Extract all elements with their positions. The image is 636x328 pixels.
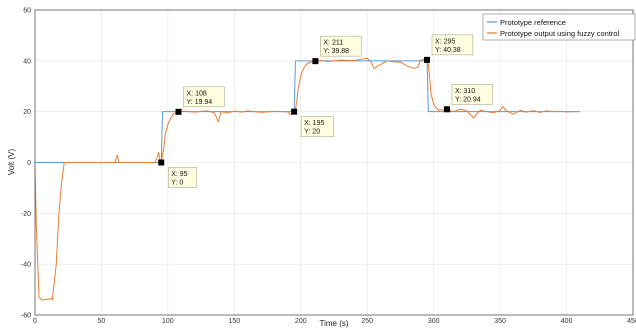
legend-label-output: Prototype output using fuzzy control xyxy=(500,29,620,38)
datatip-y-label: Y: 20.94 xyxy=(455,96,481,103)
datatip-x-label: X: 108 xyxy=(187,90,207,97)
series-line-output xyxy=(34,57,578,301)
datatip-y-label: Y: 0 xyxy=(171,180,183,187)
y-tick-label: -20 xyxy=(21,211,31,218)
datatip-box xyxy=(167,167,197,188)
x-tick-label: 50 xyxy=(98,318,106,325)
datatip-marker xyxy=(424,56,431,63)
datatip-box xyxy=(451,84,494,105)
x-tick-label: 0 xyxy=(33,318,37,325)
datatip-x-label: X: 211 xyxy=(323,40,343,47)
y-tick-label: -40 xyxy=(21,262,31,269)
datatip-marker xyxy=(312,58,319,65)
x-tick-label: 100 xyxy=(162,318,174,325)
x-axis-label: Time (s) xyxy=(319,319,348,328)
legend: Prototype reference Prototype output usi… xyxy=(482,13,636,41)
datatip-x-label: X: 295 xyxy=(435,38,455,45)
datatip-x-label: X: 195 xyxy=(304,120,324,127)
x-tick-label: 150 xyxy=(228,318,240,325)
series-line-reference xyxy=(35,60,580,163)
datatip-x-label: X: 310 xyxy=(455,88,475,95)
x-tick-label: 200 xyxy=(295,318,307,325)
plot-frame xyxy=(34,9,634,316)
datatip-box xyxy=(183,86,225,108)
legend-label-reference: Prototype reference xyxy=(500,18,566,27)
datatip-marker xyxy=(158,159,165,166)
x-tick-label: 400 xyxy=(561,318,573,325)
y-axis-label: Volt (V) xyxy=(7,149,16,176)
datatip-layer: X: 95 Y: 0 X: 108 Y: 19.94 X: 195 Y: 20 X: 211… xyxy=(158,34,494,188)
datatip-y-label: Y: 40.38 xyxy=(435,47,461,54)
datatip-x-label: X: 95 xyxy=(171,171,187,178)
datatip-box xyxy=(320,35,362,57)
x-tick-label: 350 xyxy=(494,318,506,325)
y-tick-label: 0 xyxy=(27,160,31,167)
y-tick-label: 60 xyxy=(23,8,31,15)
y-tick-label: 40 xyxy=(23,58,31,65)
x-tick-label: 300 xyxy=(428,318,440,325)
x-tick-label: 450 xyxy=(627,318,636,325)
axis-ticks: 0 50 100 150 200 250 300 350 400 450 -60 -40 -20 0 20 4… xyxy=(21,8,636,326)
y-tick-label: -60 xyxy=(21,313,31,320)
legend-box xyxy=(482,13,636,41)
datatip-box xyxy=(431,34,474,56)
y-tick-label: 20 xyxy=(23,109,31,116)
datatip-marker xyxy=(443,106,450,113)
datatip-marker xyxy=(175,108,182,115)
series-layer xyxy=(34,57,580,301)
datatip-y-label: Y: 19.94 xyxy=(187,99,213,106)
x-tick-label: 250 xyxy=(361,318,373,325)
datatip-y-label: Y: 39.88 xyxy=(323,48,349,55)
datatip-marker xyxy=(291,108,298,115)
datatip-box xyxy=(300,116,334,137)
datatip-y-label: Y: 20 xyxy=(304,129,320,136)
